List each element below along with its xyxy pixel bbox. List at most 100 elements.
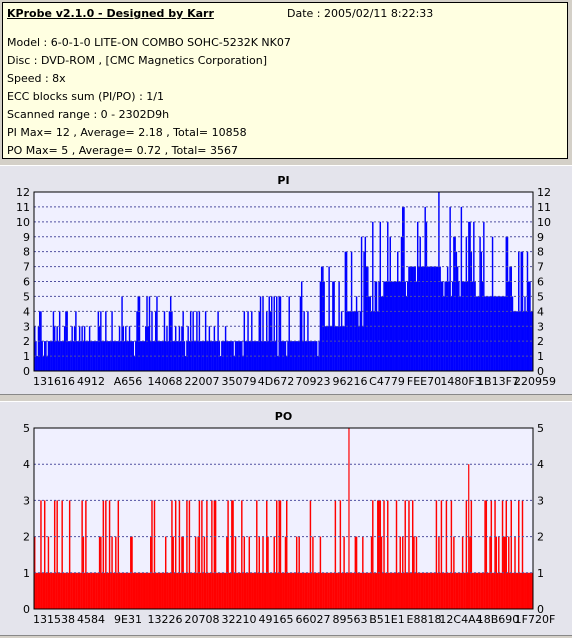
pi-bar — [68, 341, 71, 371]
pi-bar — [107, 341, 110, 371]
pi-bar — [454, 236, 456, 371]
po-bar — [405, 572, 408, 609]
pi-ytick-left: 5 — [23, 290, 30, 303]
po-plot-frame — [33, 427, 534, 610]
pi-ytick-left: 12 — [16, 186, 30, 199]
po-bar — [297, 572, 299, 609]
pi-bar — [278, 296, 280, 371]
pi-bar — [164, 341, 167, 371]
po-bar — [314, 572, 317, 609]
po-bar — [246, 572, 248, 609]
po-bar — [68, 500, 71, 609]
po-spike-bar — [468, 464, 470, 609]
po-bar — [399, 536, 401, 609]
po-bar — [383, 500, 385, 609]
po-bar — [110, 572, 112, 609]
scan-speed: Speed : 8x — [7, 72, 66, 85]
po-bar — [142, 572, 144, 609]
po-bar — [493, 572, 495, 609]
po-bar — [470, 500, 473, 609]
po-bar — [373, 572, 375, 609]
pi-bar — [528, 281, 530, 371]
pi-bar — [421, 266, 424, 371]
po-bar — [288, 572, 290, 609]
pi-bar — [363, 251, 365, 371]
po-bar — [526, 572, 529, 609]
pi-bar — [322, 266, 324, 371]
pi-bar — [236, 341, 238, 371]
po-xtick: 20708 — [185, 613, 220, 626]
po-bar — [443, 572, 445, 609]
pi-bar — [434, 266, 436, 371]
pi-bar — [409, 266, 411, 371]
pi-xtick: 220959 — [514, 375, 556, 388]
pi-bar — [256, 341, 258, 371]
po-bar — [172, 536, 174, 609]
po-bar — [166, 572, 168, 609]
po-bar — [389, 572, 391, 609]
pi-ytick-right: 5 — [537, 290, 544, 303]
po-bar — [407, 572, 409, 609]
pi-bar — [355, 296, 358, 371]
pi-bar — [357, 311, 359, 371]
pi-bar — [365, 266, 368, 371]
po-bar — [70, 572, 72, 609]
po-bar — [97, 572, 100, 609]
pi-ytick-left: 7 — [23, 261, 30, 274]
po-bar — [219, 572, 222, 609]
po-bar — [75, 572, 77, 609]
po-bar — [206, 500, 208, 609]
po-bar — [229, 572, 232, 609]
po-bar — [305, 572, 308, 609]
pi-bar — [60, 341, 62, 371]
po-bar — [147, 572, 149, 609]
pi-ytick-right: 0 — [537, 365, 544, 378]
pi-bar — [404, 281, 406, 371]
po-bar — [62, 572, 65, 609]
po-bar — [227, 500, 229, 609]
po-bar — [441, 572, 444, 609]
po-bar — [499, 572, 501, 609]
po-bar — [333, 572, 335, 609]
po-bar — [143, 572, 146, 609]
po-bar — [416, 572, 419, 609]
po-bar — [446, 572, 449, 609]
pi-bar — [243, 311, 246, 371]
pi-bar — [436, 266, 439, 371]
pi-bar — [448, 281, 450, 371]
pi-bar — [252, 341, 254, 371]
po-ytick-right: 2 — [537, 531, 544, 544]
pi-bar — [304, 341, 307, 371]
po-bar — [295, 536, 298, 609]
po-bar — [102, 500, 105, 609]
pi-bar — [529, 281, 531, 371]
po-bar — [196, 572, 198, 609]
pi-xtick: A656 — [114, 375, 143, 388]
pi-bar — [468, 221, 470, 371]
po-bar — [257, 572, 259, 609]
po-bar — [88, 572, 91, 609]
pi-bar — [451, 281, 454, 371]
pi-bar — [96, 341, 98, 371]
po-bar — [431, 572, 434, 609]
po-bar — [378, 500, 380, 609]
pi-bar — [281, 341, 283, 371]
po-bar — [479, 572, 481, 609]
pi-bar — [335, 326, 338, 371]
pi-ytick-right: 3 — [537, 320, 544, 333]
pi-bar — [368, 296, 370, 371]
pi-bar — [509, 266, 511, 371]
po-bar — [506, 572, 509, 609]
pi-bar — [464, 281, 466, 371]
po-bar — [382, 572, 384, 609]
po-bar — [430, 572, 433, 609]
po-bar — [415, 536, 418, 609]
pi-bar — [156, 296, 158, 371]
po-bar — [173, 572, 176, 609]
po-xtick: 89563 — [333, 613, 368, 626]
po-xtick: 4584 — [77, 613, 105, 626]
po-bar — [213, 500, 216, 609]
pi-bar — [380, 296, 383, 371]
pi-bar — [320, 266, 323, 371]
po-bar — [188, 500, 191, 609]
